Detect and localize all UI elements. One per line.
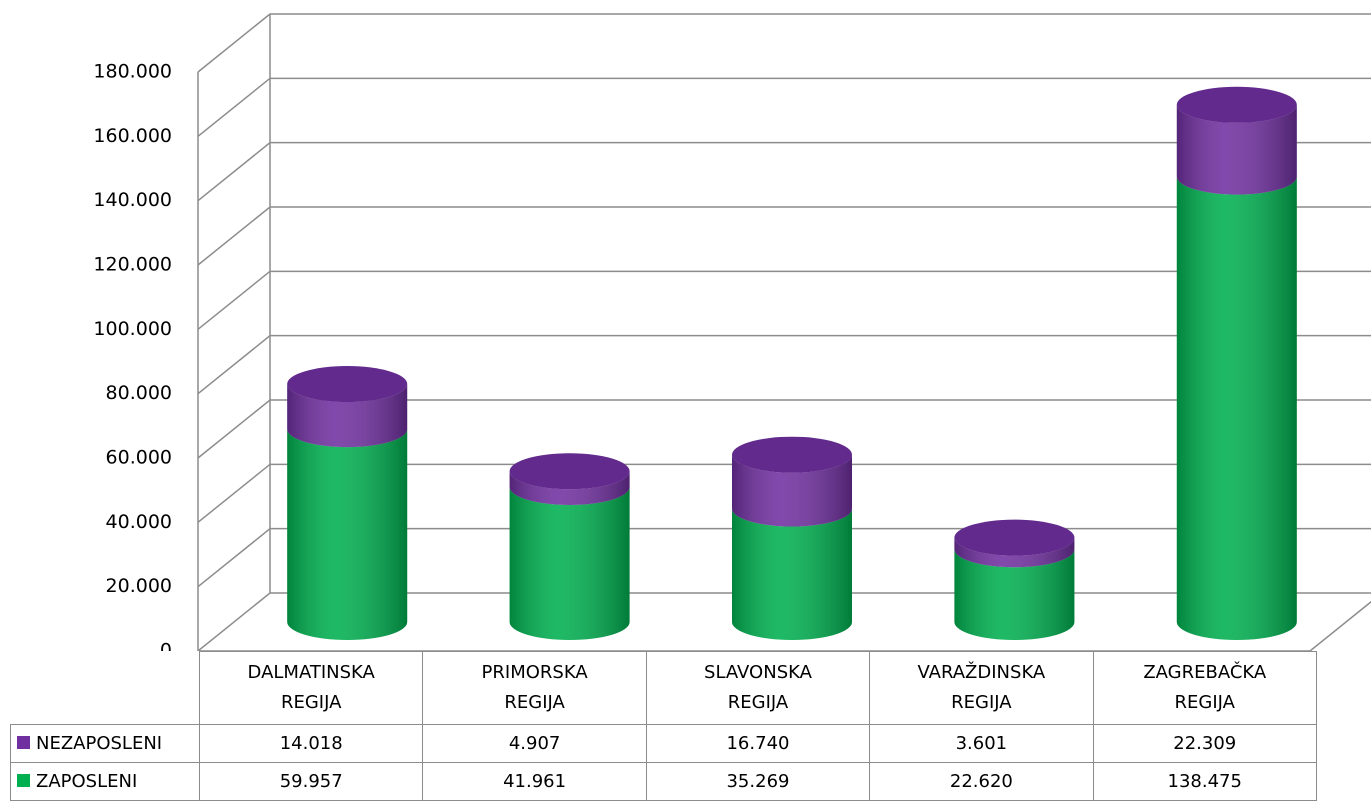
y-tick-label: 100.000 bbox=[93, 318, 172, 340]
table-row: ZAPOSLENI 59.957 41.961 35.269 22.620 138.475 bbox=[10, 762, 1317, 801]
y-tick-label: 0 bbox=[160, 640, 172, 652]
value-cell: 4.907 bbox=[422, 724, 647, 763]
grid-line bbox=[197, 334, 1371, 395]
value-cell: 41.961 bbox=[422, 762, 647, 801]
grid-line bbox=[197, 270, 1371, 330]
x-tick-label: DALMATINSKA REGIJA bbox=[247, 662, 375, 713]
y-tick-label: 180.000 bbox=[93, 61, 172, 83]
cylinder-shade bbox=[287, 384, 408, 448]
cylinder-shade bbox=[732, 454, 852, 527]
x-tick-label: SLAVONSKA REGIJA bbox=[704, 662, 812, 713]
grid-line bbox=[197, 13, 1371, 73]
grid-line bbox=[197, 206, 1371, 266]
category-cell: PRIMORSKA REGIJA bbox=[422, 651, 647, 725]
y-tick-label: 120.000 bbox=[93, 254, 172, 276]
cylinder-cap-shade bbox=[732, 436, 852, 473]
cylinder-shade bbox=[287, 429, 408, 640]
category-cell: DALMATINSKA REGIJA bbox=[198, 651, 424, 725]
cylinder-cap bbox=[509, 453, 630, 490]
cylinder-cap-shade bbox=[509, 453, 630, 490]
value-cell: 35.269 bbox=[645, 762, 871, 801]
category-cell: ZAGREBAČKA REGIJA bbox=[1092, 651, 1317, 725]
legend-cell: NEZAPOSLENI bbox=[10, 724, 200, 763]
grid-line bbox=[197, 463, 1371, 523]
x-tick-label: PRIMORSKA REGIJA bbox=[481, 662, 588, 713]
y-tick-label: 160.000 bbox=[93, 125, 172, 147]
y-tick-label: 140.000 bbox=[93, 189, 172, 211]
grid-line bbox=[197, 141, 1371, 202]
x-tick-label: VARAŽDINSKA REGIJA bbox=[917, 662, 1046, 713]
legend-cell: ZAPOSLENI bbox=[10, 762, 200, 801]
cylinder-cap bbox=[287, 366, 408, 403]
cylinder-shade bbox=[954, 549, 1075, 640]
cylinder-cap-shade bbox=[954, 519, 1075, 556]
table-header-row: DALMATINSKA REGIJA PRIMORSKA REGIJA SLAVON… bbox=[10, 651, 1317, 725]
value-cell: 22.309 bbox=[1092, 724, 1317, 763]
cylinder-shade bbox=[732, 508, 852, 640]
cylinder-cap bbox=[732, 436, 852, 473]
cylinder-cap bbox=[954, 519, 1075, 556]
y-tick-label: 60.000 bbox=[106, 447, 172, 469]
cylinder-cap-shade bbox=[287, 366, 408, 403]
cylinder-shade bbox=[509, 487, 630, 640]
data-table: DALMATINSKA REGIJA PRIMORSKA REGIJA SLAVON… bbox=[10, 651, 1317, 801]
legend-label: ZAPOSLENI bbox=[36, 771, 138, 792]
value-cell: 16.740 bbox=[645, 724, 871, 763]
value-cell: 59.957 bbox=[198, 762, 424, 801]
legend-swatch bbox=[17, 736, 30, 749]
table-blank bbox=[10, 651, 200, 725]
y-tick-label: 40.000 bbox=[106, 511, 172, 533]
cylinder-shade bbox=[954, 537, 1075, 568]
value-cell: 22.620 bbox=[869, 762, 1094, 801]
table-row: NEZAPOSLENI 14.018 4.907 16.740 3.601 22.309 bbox=[10, 724, 1317, 763]
grid-line bbox=[197, 77, 1371, 137]
cylinder-shade bbox=[1176, 176, 1297, 640]
value-cell: 138.475 bbox=[1092, 762, 1317, 801]
value-cell: 3.601 bbox=[869, 724, 1094, 763]
legend-label: NEZAPOSLENI bbox=[36, 733, 163, 754]
cylinder-cap bbox=[1176, 86, 1297, 123]
cylinder-cap-shade bbox=[1176, 86, 1297, 123]
category-cell: SLAVONSKA REGIJA bbox=[645, 651, 871, 725]
y-tick-label: 20.000 bbox=[106, 575, 172, 597]
y-tick-label: 80.000 bbox=[106, 382, 172, 404]
legend-swatch bbox=[17, 774, 30, 787]
value-cell: 14.018 bbox=[198, 724, 424, 763]
grid-line bbox=[197, 399, 1371, 459]
category-cell: VARAŽDINSKA REGIJA bbox=[869, 651, 1094, 725]
cylinder-shade bbox=[509, 471, 630, 506]
x-tick-label: ZAGREBAČKA REGIJA bbox=[1143, 662, 1267, 713]
cylinder-shade bbox=[1176, 104, 1297, 195]
chart: 0 20.000 40.000 60.000 80.000 100.000 120.000 1… bbox=[93, 13, 1371, 652]
floor-edge bbox=[198, 600, 1371, 651]
